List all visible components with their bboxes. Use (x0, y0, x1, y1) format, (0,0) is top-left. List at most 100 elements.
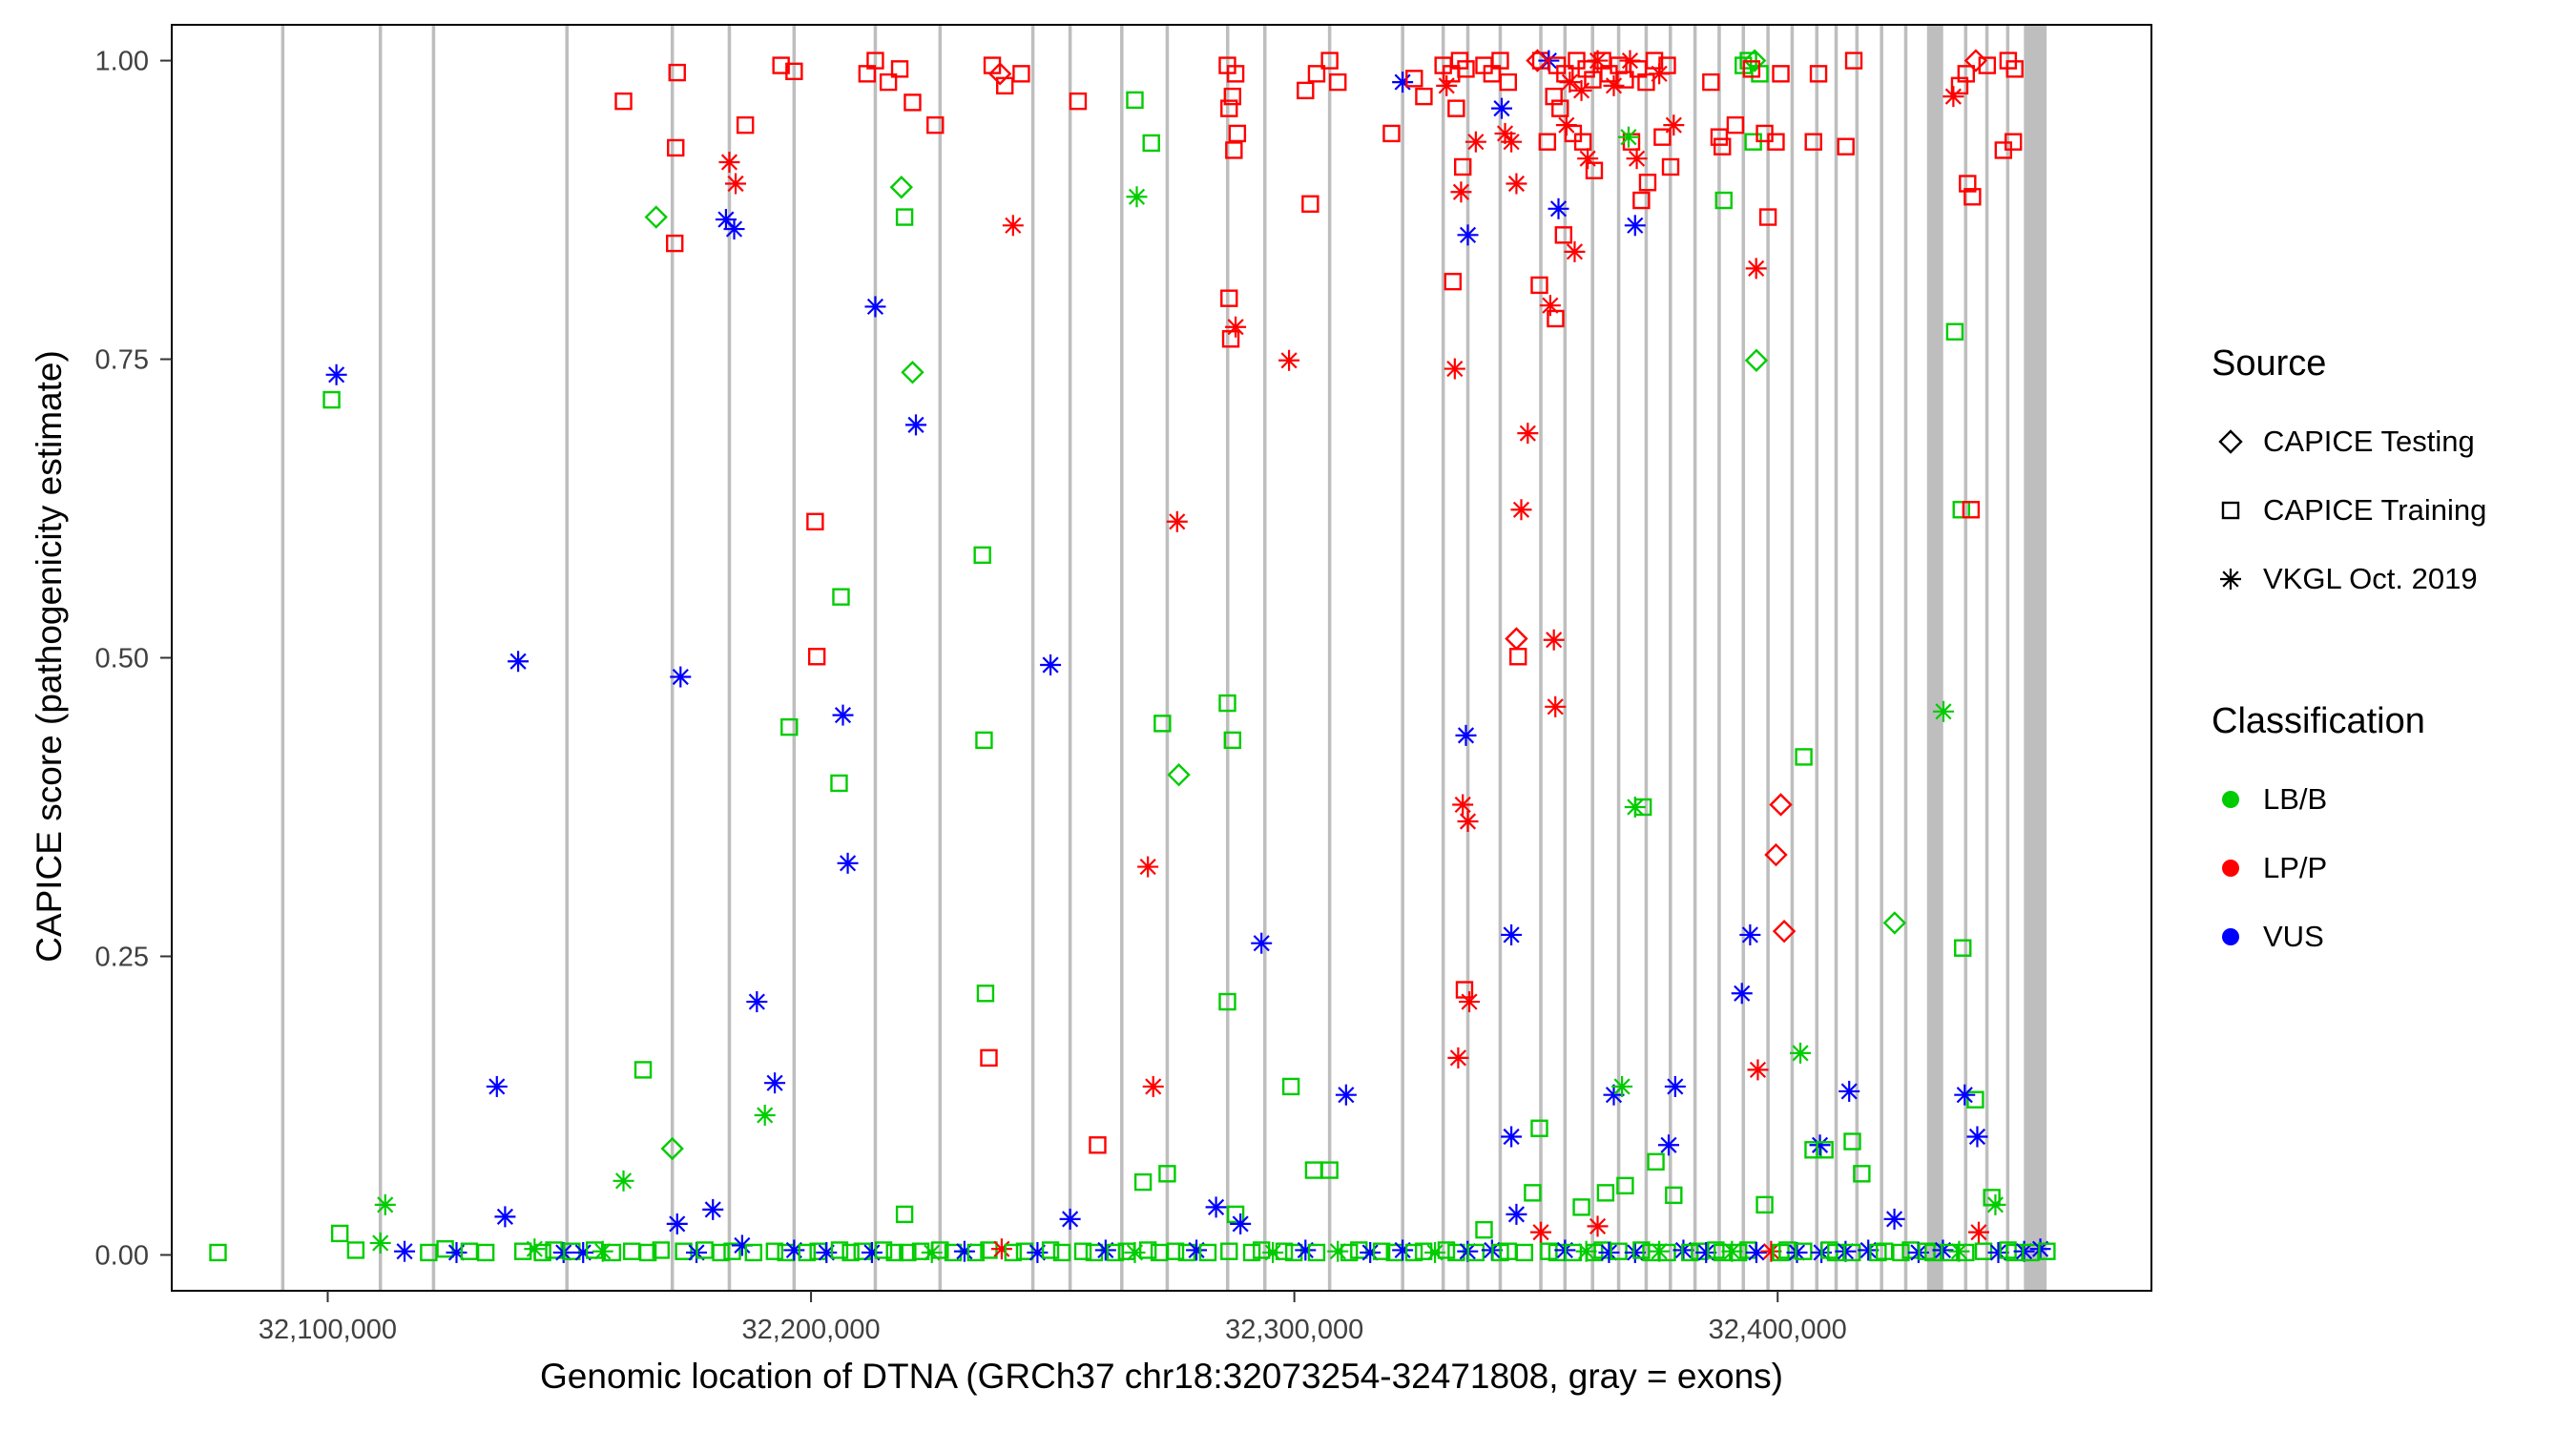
data-point (1760, 1240, 1782, 1262)
exon-band (565, 26, 570, 1290)
data-point (644, 205, 668, 229)
data-point (622, 1242, 641, 1260)
legend-item-label: LP/P (2263, 851, 2328, 884)
data-point (1466, 1243, 1485, 1262)
data-point (1465, 131, 1486, 153)
data-point (718, 151, 740, 173)
data-point (904, 93, 922, 112)
data-point (1974, 1242, 1993, 1260)
exon-band (378, 26, 383, 1290)
exon-band (1590, 26, 1594, 1290)
data-point (1543, 629, 1565, 651)
data-point (806, 512, 824, 530)
legend-item-vkgl: VKGL Oct. 2019 (2212, 545, 2574, 613)
data-point (1242, 1243, 1261, 1262)
exon-band (1926, 26, 1943, 1290)
data-point (1742, 49, 1767, 73)
data-point (666, 1213, 688, 1234)
data-point (1598, 1241, 1620, 1263)
data-point (1138, 1241, 1157, 1259)
data-point (1436, 74, 1458, 96)
asterisk-marker-icon (2220, 569, 2241, 590)
data-point (785, 62, 803, 81)
data-point (1945, 322, 1964, 341)
data-point (1301, 195, 1319, 213)
data-point (572, 1241, 594, 1263)
data-point (1587, 1215, 1609, 1237)
data-point (1517, 423, 1539, 445)
data-point (830, 774, 848, 793)
data-point (1963, 188, 1982, 206)
data-point (1585, 161, 1604, 179)
green-dot-icon (2222, 791, 2239, 808)
data-point (1501, 1126, 1523, 1148)
data-point (1089, 1136, 1107, 1154)
data-point (1843, 1243, 1861, 1262)
data-point (1166, 510, 1188, 532)
data-point (460, 1242, 479, 1260)
data-point (866, 52, 884, 70)
data-point (1506, 173, 1527, 195)
data-point (1437, 1241, 1456, 1259)
data-point (1755, 1195, 1774, 1214)
data-point (1551, 99, 1569, 117)
data-point (1320, 52, 1339, 70)
x-tick-label: 32,400,000 (1709, 1315, 1847, 1345)
data-point (1004, 1243, 1023, 1262)
data-point (1284, 1243, 1303, 1262)
exon-band (1068, 26, 1072, 1290)
data-point (1745, 1241, 1767, 1263)
data-point (634, 1061, 653, 1079)
legend-item-label: CAPICE Testing (2263, 425, 2475, 458)
data-point (966, 1243, 986, 1262)
data-point (1795, 1242, 1813, 1260)
data-point (1220, 289, 1238, 307)
data-point (1444, 358, 1465, 380)
data-point (1450, 181, 1472, 203)
data-point (1744, 348, 1769, 372)
data-point (1491, 52, 1509, 70)
data-point (1444, 272, 1463, 291)
data-point (1052, 1243, 1071, 1262)
data-point (1611, 1075, 1633, 1097)
data-point (1653, 128, 1672, 146)
data-point (702, 1198, 724, 1220)
data-point (1966, 1090, 1984, 1109)
exon-band (1984, 26, 1989, 1290)
data-point (603, 1243, 622, 1262)
data-point (1153, 715, 1172, 733)
data-point (1226, 1205, 1245, 1224)
data-point (983, 56, 1002, 74)
exon-band (873, 26, 878, 1290)
exon-band (1262, 26, 1267, 1290)
legend-item-lpp: LP/P (2212, 834, 2574, 902)
data-point (1106, 1243, 1125, 1262)
data-point (1073, 1242, 1092, 1260)
data-point (1932, 700, 1954, 722)
exon-band (1903, 26, 1908, 1290)
data-point (1795, 748, 1813, 766)
exon-band (1880, 26, 1883, 1290)
data-point (874, 1241, 893, 1259)
data-point (1505, 627, 1528, 651)
data-point (1764, 842, 1788, 867)
data-point (1624, 215, 1646, 237)
data-point (1510, 499, 1532, 521)
data-point (754, 1104, 776, 1126)
data-point (1515, 1243, 1533, 1262)
legend-source-title: Source (2212, 343, 2327, 384)
data-point (1632, 1241, 1651, 1259)
data-point (476, 1243, 495, 1262)
exon-band (1539, 26, 1543, 1290)
exon-band (2024, 26, 2047, 1290)
data-point (1626, 148, 1648, 170)
data-point (931, 1241, 949, 1259)
data-point (764, 1072, 786, 1094)
exon-band (792, 26, 797, 1290)
exon-band (1693, 26, 1697, 1290)
data-point (1251, 932, 1273, 954)
data-point (1447, 1243, 1465, 1262)
data-point (667, 138, 685, 157)
data-point (944, 1243, 963, 1262)
